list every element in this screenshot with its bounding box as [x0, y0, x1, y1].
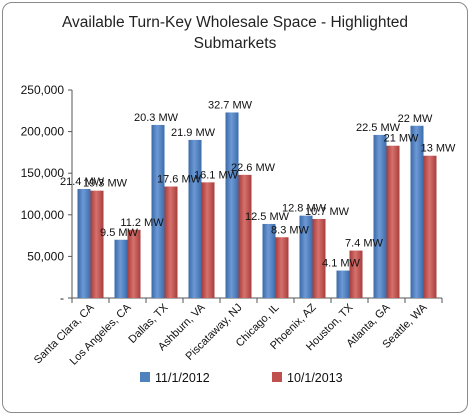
data-label: 19.3 MW [83, 178, 128, 190]
bar [164, 186, 178, 298]
data-label: 17.6 MW [157, 174, 202, 186]
bar [275, 237, 289, 298]
legend-swatch [140, 372, 150, 382]
data-label: 32.7 MW [208, 99, 253, 111]
legend-swatch [272, 372, 282, 382]
data-label: 16.1 MW [194, 169, 239, 181]
bar [90, 190, 104, 298]
bar [188, 139, 202, 298]
bar [386, 145, 400, 298]
data-label: 9.5 MW [100, 227, 139, 239]
bar [373, 134, 387, 298]
data-label: 22.6 MW [231, 162, 276, 174]
bar [262, 223, 276, 298]
data-label: 7.4 MW [345, 238, 384, 250]
y-tick-label: - [60, 291, 64, 305]
legend-label: 11/1/2012 [155, 371, 210, 385]
bar [299, 215, 313, 298]
data-label: 21.4 MW [60, 176, 105, 188]
y-tick-label: 50,000 [27, 249, 64, 263]
data-label: 21 MW [384, 133, 419, 145]
bar [225, 112, 239, 299]
chart-title-line: Submarkets [193, 35, 277, 52]
data-label: 21.9 MW [171, 127, 216, 139]
bar [201, 182, 215, 298]
data-label: 8.3 MW [271, 224, 310, 236]
bar [349, 250, 363, 298]
data-label: 22 MW [398, 113, 433, 125]
bar [77, 189, 91, 298]
bar [114, 239, 128, 298]
bar [423, 155, 437, 298]
bar [312, 218, 326, 298]
bar [127, 229, 141, 298]
data-label: 22.5 MW [356, 122, 401, 134]
bar [151, 124, 165, 298]
y-tick-label: 100,000 [21, 208, 65, 222]
data-label: 13 MW [421, 143, 456, 155]
bar [336, 270, 350, 298]
chart-title-line: Available Turn-Key Wholesale Space - Hig… [61, 14, 409, 31]
y-tick-label: 200,000 [21, 125, 65, 139]
data-label: 11.2 MW [120, 217, 164, 229]
data-label: 12.5 MW [245, 211, 290, 223]
bar [410, 125, 424, 298]
y-tick-label: 150,000 [21, 166, 65, 180]
chart-title: Available Turn-Key Wholesale Space - Hig… [0, 12, 470, 54]
data-label: 4.1 MW [322, 258, 361, 270]
data-label: 20.3 MW [134, 112, 179, 124]
y-tick-label: 250,000 [21, 83, 65, 97]
data-label: 10.7 MW [305, 206, 350, 218]
data-label: 12.8 MW [282, 203, 327, 215]
legend-label: 10/1/2013 [287, 371, 343, 385]
bar [238, 174, 252, 298]
x-tick-label: Santa Clara, CA [32, 301, 97, 366]
